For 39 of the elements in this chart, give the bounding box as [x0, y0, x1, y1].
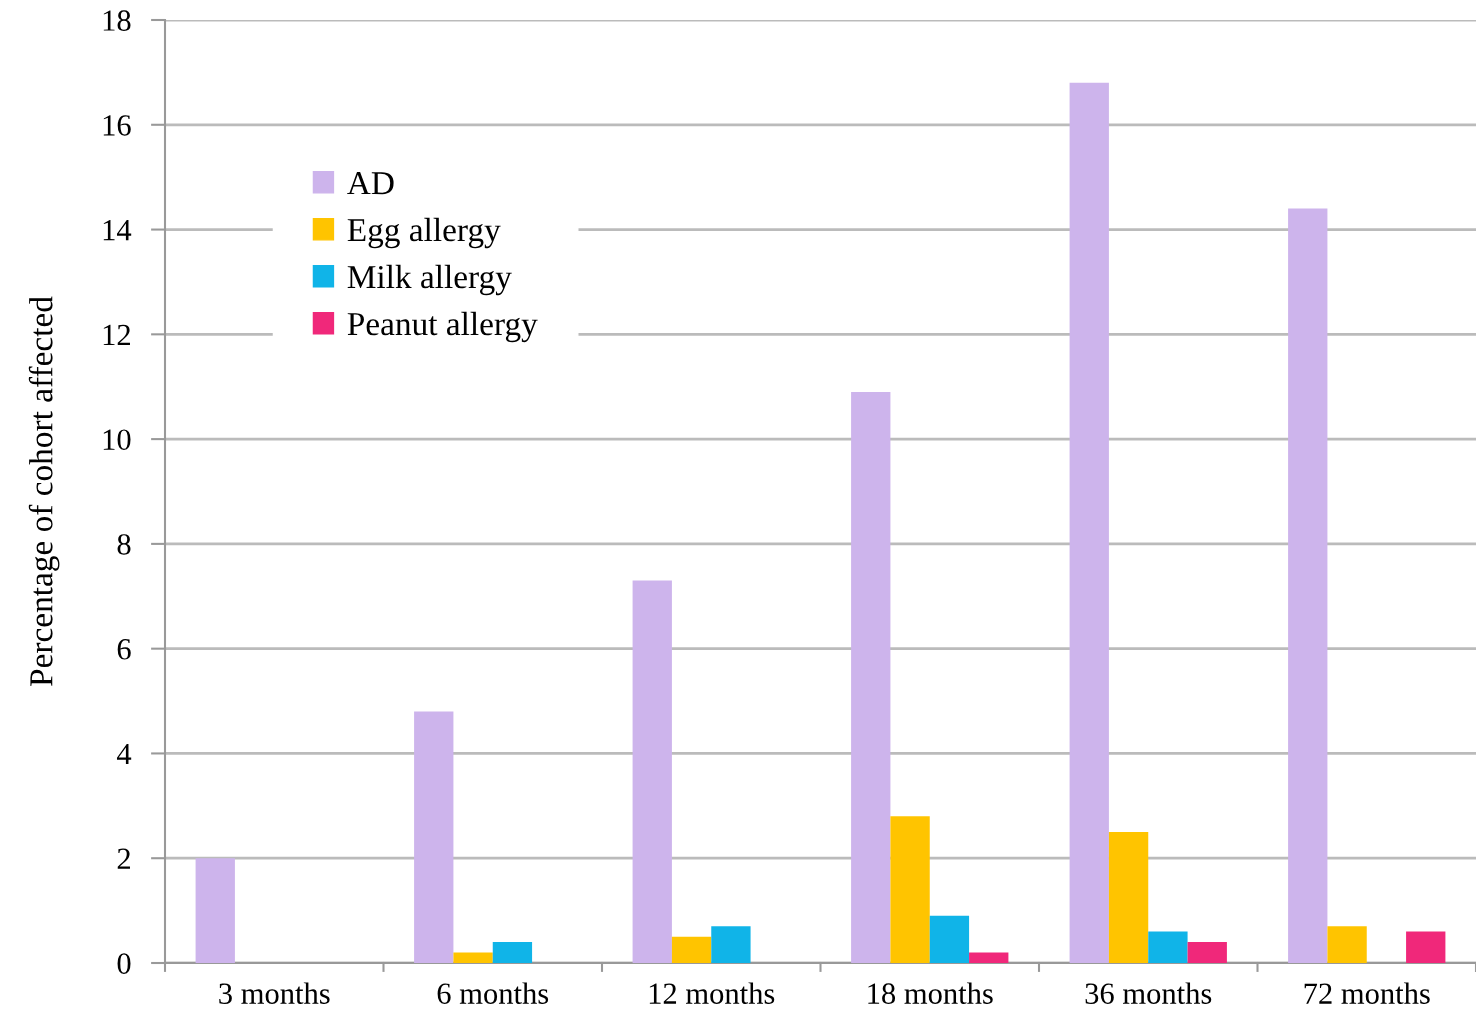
- y-tick-label: 18: [103, 10, 131, 31]
- y-tick-label: 6: [117, 639, 131, 660]
- y-tick-label: 2: [117, 848, 130, 869]
- bar: [1187, 942, 1227, 963]
- y-tick-label: 4: [116, 743, 132, 765]
- bar: [632, 580, 672, 963]
- bar: [671, 936, 712, 963]
- bar: [890, 816, 930, 963]
- bar: [195, 858, 235, 963]
- y-axis-title: Percentage of cohort affected: [28, 296, 60, 686]
- bar: [1327, 926, 1367, 963]
- y-tick-label: 14: [103, 219, 132, 241]
- bar: [1148, 931, 1188, 963]
- y-tick-label: 8: [117, 534, 131, 555]
- y-tick-label: 16: [103, 115, 131, 136]
- legend-label: Egg allergy: [347, 217, 501, 249]
- y-tick-label: 10: [103, 429, 131, 451]
- bar: [453, 952, 493, 963]
- bar: [1288, 208, 1328, 963]
- bar: [1108, 832, 1149, 963]
- x-tick-label: 3 months: [219, 982, 330, 1004]
- legend-label: AD: [347, 172, 394, 195]
- bar: [851, 391, 891, 963]
- bar: [969, 952, 1009, 963]
- x-tick-label: 12 months: [649, 982, 775, 1004]
- x-tick-label: 72 months: [1304, 982, 1430, 1004]
- bar: [414, 711, 454, 963]
- legend-label: Milk allergy: [347, 264, 512, 296]
- bar: [492, 942, 533, 963]
- y-tick-label: 12: [103, 324, 130, 345]
- bar: [929, 915, 970, 963]
- bar: [711, 926, 751, 963]
- x-tick-label: 18 months: [868, 982, 993, 1004]
- x-tick-label: 36 months: [1085, 982, 1212, 1004]
- legend-label: Peanut allergy: [347, 311, 538, 343]
- y-tick-label: 0: [117, 953, 131, 974]
- x-tick-label: 6 months: [437, 982, 549, 1004]
- bar: [1406, 931, 1446, 963]
- bar: [1069, 82, 1109, 963]
